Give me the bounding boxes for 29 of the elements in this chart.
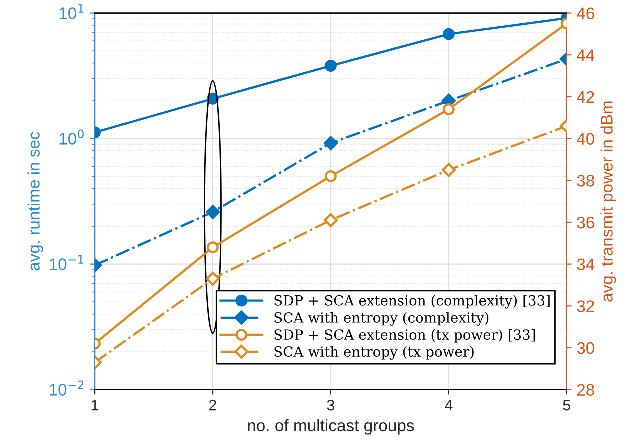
y-tick-label: 10$^{−1}$ bbox=[50, 255, 84, 270]
legend-label: SDP + SCA extension (tx power) [33] bbox=[274, 329, 536, 343]
y2-axis-title: avg. transmit power in dBm bbox=[600, 102, 616, 302]
x-tick-label: 5 bbox=[563, 400, 570, 411]
point bbox=[442, 28, 455, 40]
y2-tick-label: 34 bbox=[577, 258, 595, 271]
y2-tick-label: 36 bbox=[577, 216, 594, 229]
y2-tick-label: 40 bbox=[576, 133, 594, 146]
y2-tick-label: 38 bbox=[577, 175, 594, 187]
point bbox=[324, 60, 337, 72]
legend-label: SDP + SCA extension (complexity) [33] bbox=[274, 295, 550, 309]
y2-tick-label: 28 bbox=[577, 384, 594, 396]
point bbox=[324, 136, 338, 150]
x-tick-label: 3 bbox=[327, 400, 335, 411]
y-tick-label: 10$^{0}$ bbox=[60, 130, 84, 145]
y2-tick-label: 46 bbox=[576, 8, 594, 20]
legend-label: SCA with entropy (tx power) bbox=[274, 346, 474, 360]
y-tick-label: 10$^{1}$ bbox=[60, 4, 84, 20]
x-tick-label: 4 bbox=[445, 400, 453, 411]
y-tick-label: 10$^{−2}$ bbox=[50, 380, 84, 396]
legend-label: SCA with entropy (complexity) bbox=[274, 312, 489, 326]
y-axis-title: avg. runtime in sec bbox=[28, 132, 44, 271]
y2-tick-label: 44 bbox=[576, 50, 595, 62]
y2-tick-label: 42 bbox=[576, 91, 594, 104]
x-tick-label: 2 bbox=[210, 400, 216, 411]
y2-tick-label: 30 bbox=[577, 342, 594, 354]
y2-tick-label: 32 bbox=[577, 300, 594, 312]
x-axis-title: no. of multicast groups bbox=[248, 419, 414, 435]
x-tick-label: 1 bbox=[92, 400, 99, 411]
